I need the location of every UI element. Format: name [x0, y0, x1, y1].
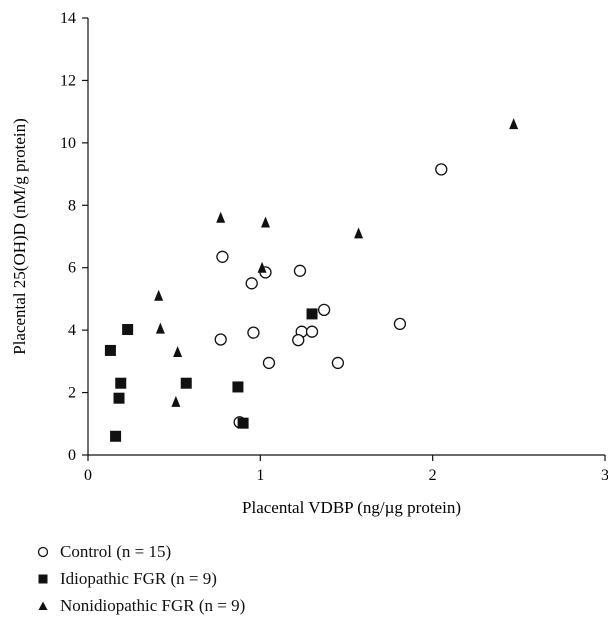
- control-point: [214, 333, 227, 346]
- y-tick-label: 0: [68, 447, 76, 464]
- idiopathic-fgr-point: [122, 324, 134, 336]
- control-point: [245, 277, 258, 290]
- data-points: [104, 118, 519, 442]
- idiopathic-fgr-point: [115, 377, 127, 389]
- legend-item-idiopathic: Idiopathic FGR (n = 9): [36, 565, 245, 592]
- nonidiopathic-fgr-point: [171, 395, 181, 407]
- idiopathic-fgr-point: [180, 377, 192, 389]
- open-circle-icon: [36, 545, 50, 559]
- axes: [87, 18, 605, 456]
- control-point: [293, 264, 307, 277]
- legend-label-idiopathic: Idiopathic FGR (n = 9): [60, 569, 217, 588]
- nonidiopathic-fgr-point: [173, 345, 183, 357]
- control-point: [317, 303, 331, 317]
- control-point: [292, 333, 305, 347]
- y-axis-title: Placental 25(OH)D (nM/g protein): [10, 118, 29, 355]
- nonidiopathic-fgr-point: [509, 118, 519, 130]
- control-point: [331, 356, 345, 370]
- filled-square-icon: [36, 572, 50, 586]
- nonidiopathic-fgr-point: [155, 322, 165, 334]
- x-tick-label: 3: [601, 467, 608, 484]
- idiopathic-fgr-point: [306, 308, 318, 320]
- idiopathic-fgr-point: [113, 392, 125, 404]
- nonidiopathic-fgr-point: [354, 227, 364, 239]
- legend-label-control: Control (n = 15): [60, 542, 172, 561]
- control-point: [216, 250, 229, 263]
- y-tick-label: 10: [60, 135, 76, 152]
- filled-triangle-icon: [36, 599, 50, 613]
- nonidiopathic-fgr-point: [216, 211, 226, 223]
- x-axis-title: Placental VDBP (ng/µg protein): [242, 498, 461, 517]
- legend: Control (n = 15) Idiopathic FGR (n = 9) …: [36, 538, 245, 619]
- idiopathic-fgr-point: [104, 344, 116, 356]
- control-point: [393, 317, 407, 331]
- nonidiopathic-fgr-point: [257, 261, 267, 273]
- nonidiopathic-fgr-point: [154, 289, 164, 301]
- legend-label-nonidiopathic: Nonidiopathic FGR (n = 9): [60, 596, 246, 615]
- idiopathic-fgr-point: [232, 381, 244, 393]
- control-point: [262, 356, 276, 370]
- y-tick-label: 6: [68, 260, 76, 277]
- y-tick-label: 2: [68, 385, 76, 402]
- idiopathic-fgr-point: [237, 417, 249, 429]
- control-point: [247, 326, 260, 339]
- y-tick-label: 12: [60, 72, 76, 89]
- x-tick-label: 0: [84, 467, 92, 484]
- x-tick-label: 1: [256, 467, 264, 484]
- control-point: [435, 163, 448, 176]
- control-point: [305, 325, 319, 338]
- nonidiopathic-fgr-point: [261, 216, 271, 228]
- legend-item-control: Control (n = 15): [36, 538, 245, 565]
- x-tick-label: 2: [429, 467, 437, 484]
- y-tick-label: 8: [68, 197, 76, 214]
- y-tick-label: 4: [68, 322, 76, 339]
- y-tick-label: 14: [60, 10, 76, 27]
- idiopathic-fgr-point: [110, 430, 122, 442]
- legend-item-nonidiopathic: Nonidiopathic FGR (n = 9): [36, 592, 245, 619]
